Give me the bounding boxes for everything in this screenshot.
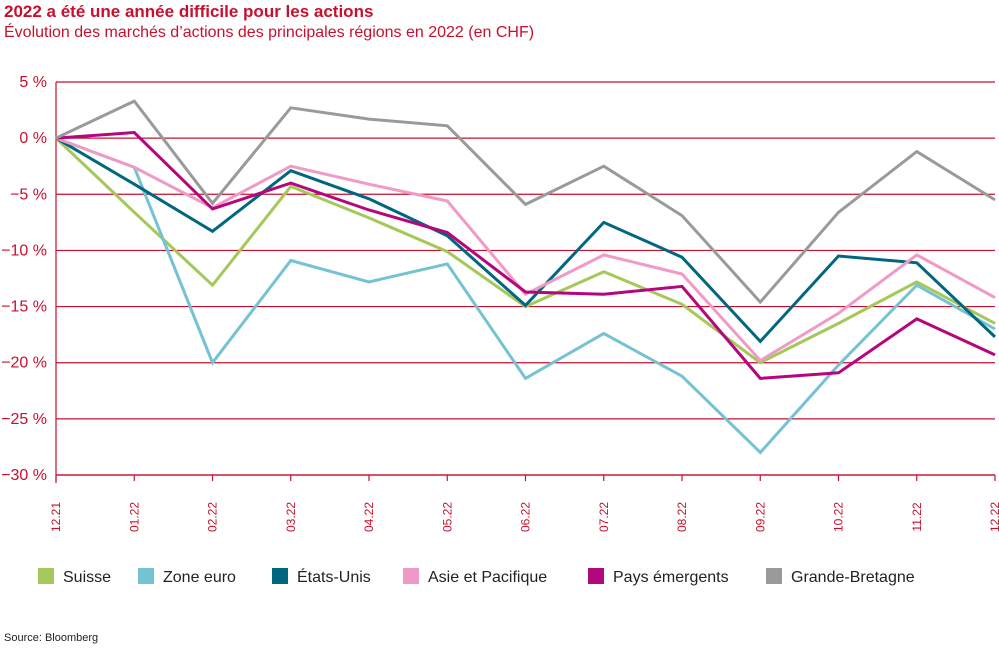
legend-swatch xyxy=(766,568,782,584)
y-tick-label: −5 % xyxy=(10,186,47,203)
series-line--tats-unis xyxy=(55,136,997,344)
chart-subtitle: Évolution des marchés d’actions des prin… xyxy=(4,24,535,41)
legend-swatch xyxy=(138,568,154,584)
legend-swatch xyxy=(38,568,54,584)
x-tick-label: 12.21 xyxy=(49,502,63,532)
y-tick-label: −20 % xyxy=(1,355,47,372)
x-tick-label: 06.22 xyxy=(519,502,533,532)
legend-swatch xyxy=(403,568,419,584)
legend-swatch xyxy=(272,568,288,584)
series-line-pays-mergents xyxy=(55,130,996,380)
legend: Suisse Zone euro États-Unis Asie et Pacifiq… xyxy=(38,567,915,586)
source-note: Source: Bloomberg xyxy=(4,632,99,644)
y-tick-label: −25 % xyxy=(1,411,47,428)
x-tick-label: 12.22 xyxy=(988,502,999,532)
x-tick-label: 03.22 xyxy=(284,502,298,532)
series-line-grande-bretagne xyxy=(55,99,996,305)
series-lines xyxy=(54,99,997,455)
y-tick-label: −30 % xyxy=(1,467,47,484)
series-line-zone-euro xyxy=(55,136,996,455)
x-tick-label: 04.22 xyxy=(362,502,376,532)
y-axis-ticks: 5 % 0 % −5 % −10 % −15 % −20 % −25 % −30 % xyxy=(1,74,47,484)
x-tick-label: 07.22 xyxy=(597,502,611,532)
x-tick-label: 11.22 xyxy=(910,502,924,531)
y-tick-label: 5 % xyxy=(19,74,47,91)
legend-label: Grande-Bretagne xyxy=(791,569,915,586)
y-tick-label: −15 % xyxy=(1,299,47,316)
legend-label: Asie et Pacifique xyxy=(428,569,547,586)
legend-label: États-Unis xyxy=(297,567,371,586)
legend-label: Pays émergents xyxy=(613,569,729,586)
chart-title: 2022 a été une année difficile pour les … xyxy=(4,2,374,21)
legend-label: Zone euro xyxy=(163,569,236,586)
x-tick-label: 05.22 xyxy=(440,502,454,532)
legend-label: Suisse xyxy=(63,569,111,586)
x-axis: 12.21 01.22 02.22 03.22 04.22 05.22 06.22 07.22… xyxy=(49,82,999,532)
y-tick-label: 0 % xyxy=(19,130,47,147)
x-tick-label: 01.22 xyxy=(127,502,141,532)
x-tick-label: 02.22 xyxy=(206,502,220,532)
grid-lines xyxy=(56,81,995,476)
x-tick-label: 08.22 xyxy=(675,502,689,532)
x-tick-label: 09.22 xyxy=(753,502,767,532)
x-tick-label: 10.22 xyxy=(832,502,846,532)
y-tick-label: −10 % xyxy=(1,242,47,259)
legend-swatch xyxy=(588,568,604,584)
